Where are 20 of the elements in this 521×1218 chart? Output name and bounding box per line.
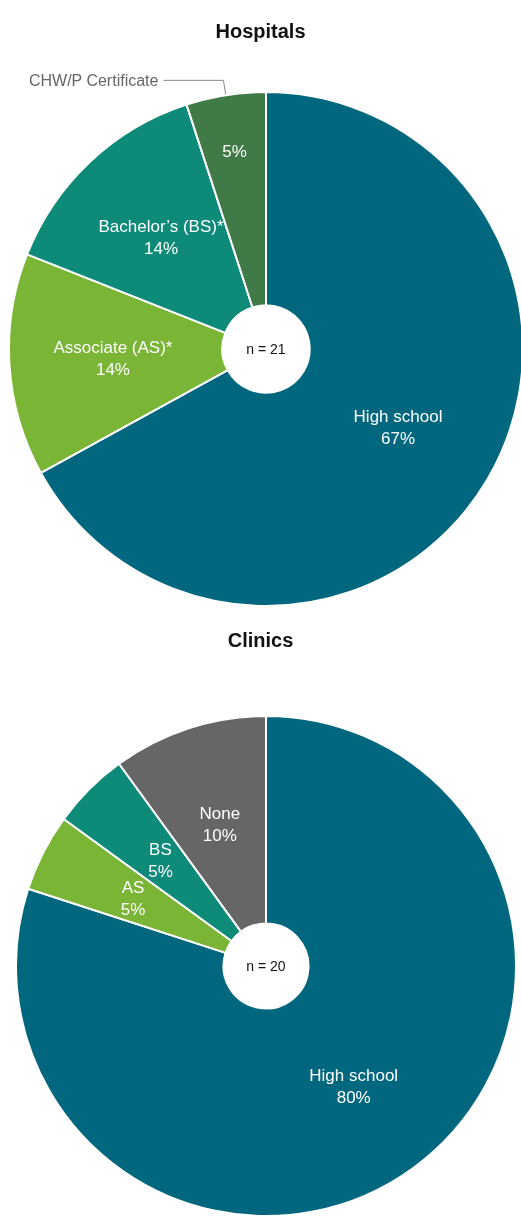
data-label: 5%	[222, 141, 247, 161]
text: n = 21	[246, 341, 286, 357]
data-label: 5%	[120, 899, 146, 919]
chart-title: Hospitals	[215, 20, 306, 42]
slice-label: CHW/P Certificate	[28, 71, 159, 89]
slice-label: Associate (AS)*	[53, 338, 173, 358]
data-label: 5%	[148, 861, 173, 881]
data-label: 10%	[202, 825, 237, 845]
slice-label: High school	[353, 406, 443, 426]
data-label: 67%	[380, 428, 416, 448]
slice-label: High school	[309, 1066, 399, 1086]
slice-label: AS	[121, 877, 145, 897]
chart-title: Clinics	[227, 629, 294, 651]
slice-label: BS	[149, 839, 172, 859]
data-label: 14%	[95, 360, 130, 380]
data-label: 80%	[336, 1088, 371, 1108]
slice-label: None	[199, 803, 241, 823]
data-label: 14%	[144, 238, 179, 258]
text: n = 20	[246, 958, 286, 974]
slice-label: Bachelor’s (BS)*	[98, 216, 224, 236]
